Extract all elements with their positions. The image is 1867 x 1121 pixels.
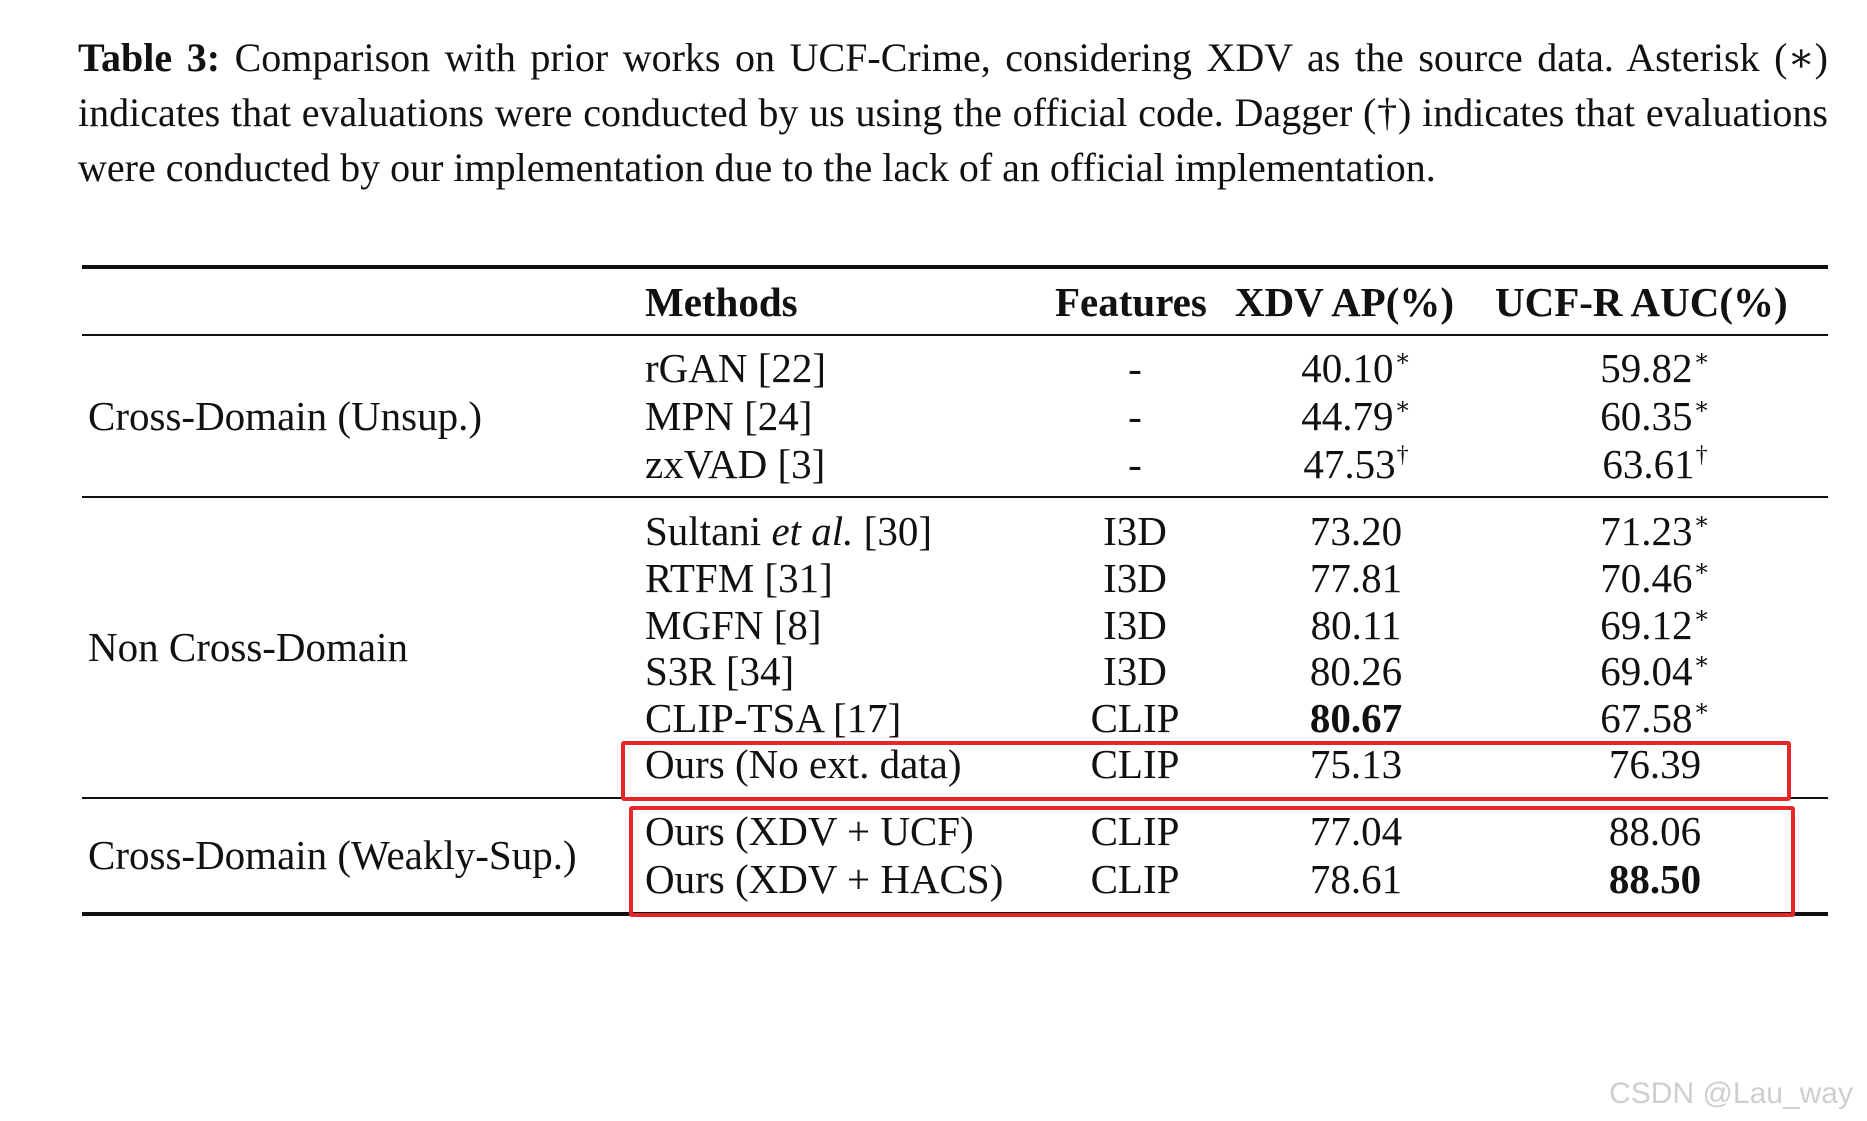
features-cell: I3D [1103,648,1167,694]
ucf-auc-cell-best: 88.50 [1608,856,1702,902]
xdv-ap-cell: 78.61 [1309,856,1403,902]
xdv-ap-cell-best: 80.67 [1309,695,1403,741]
highlight-box-ours-no-ext [621,741,1791,801]
xdv-ap-cell: 80.11 [1310,602,1402,648]
ucf-auc-cell: 88.06 [1608,808,1702,854]
header-methods: Methods [645,279,798,325]
xdv-ap-cell: 44.79∗ [1301,393,1411,439]
header-rule [82,334,1828,336]
xdv-ap-cell: 77.81 [1309,555,1403,601]
group-label: Cross-Domain (Weakly-Sup.) [88,832,577,878]
highlight-box-ours-cross-domain [629,806,1795,917]
method-cell: CLIP-TSA [17] [645,695,902,741]
features-cell: - [1128,393,1142,439]
ucf-auc-cell: 63.61† [1602,441,1708,487]
caption-label: Table 3: [78,35,221,80]
ucf-auc-cell: 69.04∗ [1600,648,1710,694]
method-cell: MGFN [8] [645,602,822,648]
group-label: Non Cross-Domain [88,624,409,670]
method-cell: Sultani et al. [30] [645,508,932,554]
table-caption: Table 3: Comparison with prior works on … [78,30,1828,195]
features-cell: I3D [1103,508,1167,554]
watermark: CSDN @Lau_way [1609,1077,1853,1110]
ucf-auc-cell: 67.58∗ [1600,695,1710,741]
features-cell: CLIP [1090,856,1180,902]
method-cell: zxVAD [3] [645,441,826,487]
xdv-ap-cell: 75.13 [1309,741,1403,787]
header-features: Features [1055,279,1207,325]
method-cell: MPN [24] [645,393,813,439]
xdv-ap-cell: 40.10∗ [1301,345,1411,391]
method-cell: Ours (XDV + HACS) [645,856,1004,902]
method-cell: rGAN [22] [645,345,827,391]
ucf-auc-cell: 60.35∗ [1600,393,1710,439]
group-rule-1 [82,496,1828,498]
features-cell: CLIP [1090,695,1180,741]
xdv-ap-cell: 77.04 [1309,808,1403,854]
top-rule [82,265,1828,269]
caption-text: Comparison with prior works on UCF-Crime… [78,35,1828,190]
group-label: Cross-Domain (Unsup.) [88,393,483,439]
header-ucf-auc: UCF-R AUC(%) [1495,279,1788,325]
ucf-auc-cell: 71.23∗ [1600,508,1710,554]
features-cell: - [1128,441,1142,487]
method-cell: RTFM [31] [645,555,833,601]
features-cell: I3D [1103,602,1167,648]
header-xdv-ap: XDV AP(%) [1235,279,1455,325]
ucf-auc-cell: 76.39 [1608,741,1702,787]
method-cell: Ours (No ext. data) [645,741,962,787]
ucf-auc-cell: 69.12∗ [1600,602,1710,648]
ucf-auc-cell: 59.82∗ [1600,345,1710,391]
xdv-ap-cell: 80.26 [1309,648,1403,694]
ucf-auc-cell: 70.46∗ [1600,555,1710,601]
features-cell: I3D [1103,555,1167,601]
xdv-ap-cell: 47.53† [1303,441,1409,487]
method-cell: Ours (XDV + UCF) [645,808,974,854]
features-cell: CLIP [1090,808,1180,854]
features-cell: CLIP [1090,741,1180,787]
xdv-ap-cell: 73.20 [1309,508,1403,554]
method-cell: S3R [34] [645,648,795,694]
features-cell: - [1128,345,1142,391]
